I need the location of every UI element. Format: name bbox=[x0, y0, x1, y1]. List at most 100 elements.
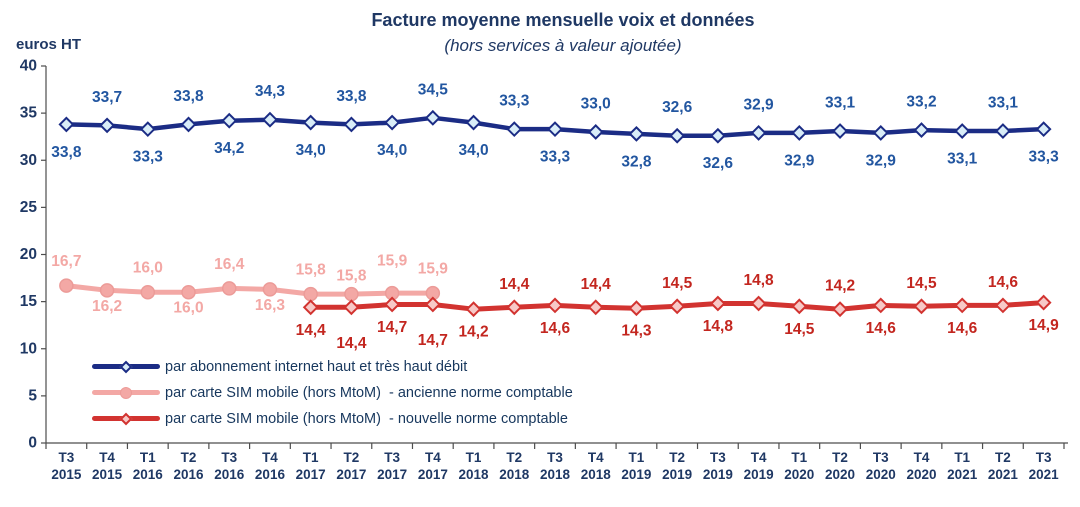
marker-internet-fixe bbox=[221, 112, 238, 129]
data-label-sim-ancienne-norme: 15,9 bbox=[418, 261, 449, 278]
x-tick-label-year: 2015 bbox=[51, 467, 82, 482]
data-label-sim-nouvelle-norme: 14,5 bbox=[784, 321, 815, 338]
marker-sim-ancienne-norme bbox=[181, 284, 196, 300]
marker-internet-fixe bbox=[628, 125, 645, 142]
marker-sim-nouvelle-norme bbox=[628, 300, 645, 317]
diamond-marker-icon bbox=[119, 360, 133, 373]
data-label-internet-fixe: 33,2 bbox=[906, 94, 936, 111]
x-tick-label-year: 2016 bbox=[214, 467, 245, 482]
x-tick-label-quarter: T2 bbox=[181, 450, 197, 465]
data-label-sim-ancienne-norme: 16,2 bbox=[92, 298, 122, 315]
data-label-internet-fixe: 32,9 bbox=[784, 152, 815, 169]
x-tick-label-quarter: T3 bbox=[873, 450, 889, 465]
marker-sim-nouvelle-norme bbox=[791, 298, 808, 315]
data-label-internet-fixe: 33,1 bbox=[988, 95, 1019, 112]
legend-item-sim-ancienne-norme: par carte SIM mobile (hors MtoM) - ancie… bbox=[92, 382, 573, 403]
data-label-sim-nouvelle-norme: 14,7 bbox=[377, 319, 407, 336]
marker-sim-nouvelle-norme bbox=[872, 297, 889, 314]
x-tick-label-quarter: T3 bbox=[221, 450, 237, 465]
marker-internet-fixe bbox=[1035, 121, 1052, 138]
data-label-sim-nouvelle-norme: 14,6 bbox=[540, 320, 571, 337]
x-tick-label-quarter: T4 bbox=[425, 450, 441, 465]
data-label-sim-nouvelle-norme: 14,4 bbox=[296, 322, 327, 339]
marker-sim-nouvelle-norme bbox=[750, 295, 767, 312]
data-label-internet-fixe: 32,8 bbox=[621, 153, 652, 170]
x-tick-label-year: 2020 bbox=[784, 467, 814, 482]
data-label-internet-fixe: 34,5 bbox=[418, 81, 449, 98]
x-tick-label-quarter: T4 bbox=[751, 450, 767, 465]
data-label-sim-nouvelle-norme: 14,7 bbox=[418, 332, 448, 349]
y-tick-label: 0 bbox=[28, 435, 37, 452]
data-label-sim-nouvelle-norme: 14,2 bbox=[458, 324, 488, 341]
x-tick-label-year: 2016 bbox=[255, 467, 286, 482]
marker-sim-nouvelle-norme bbox=[384, 296, 401, 313]
x-tick-label-year: 2018 bbox=[459, 467, 490, 482]
x-tick-label-quarter: T2 bbox=[344, 450, 360, 465]
data-label-internet-fixe: 33,3 bbox=[133, 149, 164, 166]
data-label-internet-fixe: 33,3 bbox=[499, 93, 530, 110]
data-label-internet-fixe: 32,9 bbox=[744, 96, 775, 113]
x-tick-label-quarter: T3 bbox=[58, 450, 74, 465]
x-tick-label-quarter: T3 bbox=[384, 450, 400, 465]
data-label-sim-ancienne-norme: 15,8 bbox=[296, 262, 327, 279]
data-label-sim-nouvelle-norme: 14,4 bbox=[499, 276, 530, 293]
data-label-sim-nouvelle-norme: 14,6 bbox=[988, 274, 1019, 291]
marker-sim-nouvelle-norme bbox=[913, 298, 930, 315]
x-tick-label-year: 2020 bbox=[825, 467, 855, 482]
data-label-internet-fixe: 33,1 bbox=[825, 95, 856, 112]
data-label-internet-fixe: 33,7 bbox=[92, 89, 122, 106]
data-label-sim-ancienne-norme: 16,7 bbox=[51, 253, 81, 270]
data-label-sim-ancienne-norme: 16,0 bbox=[133, 260, 163, 277]
x-tick-label-year: 2016 bbox=[173, 467, 204, 482]
x-tick-label-year: 2018 bbox=[581, 467, 612, 482]
data-label-sim-ancienne-norme: 16,0 bbox=[173, 300, 203, 317]
data-label-sim-nouvelle-norme: 14,4 bbox=[581, 276, 612, 293]
legend-line-sample bbox=[92, 360, 160, 373]
data-label-internet-fixe: 33,8 bbox=[336, 88, 367, 105]
marker-internet-fixe bbox=[709, 127, 726, 144]
marker-internet-fixe bbox=[913, 122, 930, 139]
x-tick-label-year: 2017 bbox=[377, 467, 407, 482]
marker-internet-fixe bbox=[384, 114, 401, 131]
x-tick-label-year: 2018 bbox=[540, 467, 571, 482]
data-label-internet-fixe: 33,8 bbox=[173, 88, 204, 105]
marker-internet-fixe bbox=[506, 121, 523, 138]
x-tick-label-year: 2019 bbox=[621, 467, 651, 482]
data-label-internet-fixe: 32,9 bbox=[866, 152, 897, 169]
x-tick-label-quarter: T1 bbox=[791, 450, 807, 465]
x-tick-label-year: 2019 bbox=[662, 467, 692, 482]
data-label-sim-nouvelle-norme: 14,2 bbox=[825, 278, 855, 295]
x-tick-label-quarter: T2 bbox=[669, 450, 685, 465]
marker-internet-fixe bbox=[139, 121, 156, 138]
y-tick-label: 25 bbox=[20, 199, 38, 216]
legend-label: par carte SIM mobile (hors MtoM) - nouve… bbox=[165, 410, 568, 427]
y-tick-label: 35 bbox=[20, 105, 38, 122]
x-tick-label-year: 2016 bbox=[133, 467, 164, 482]
data-label-sim-ancienne-norme: 16,4 bbox=[214, 256, 245, 273]
marker-sim-ancienne-norme bbox=[303, 286, 318, 302]
y-tick-label: 10 bbox=[20, 340, 37, 357]
marker-sim-nouvelle-norme bbox=[506, 299, 523, 316]
marker-sim-nouvelle-norme bbox=[832, 301, 848, 318]
y-tick-label: 30 bbox=[20, 152, 37, 169]
marker-internet-fixe bbox=[302, 114, 319, 131]
marker-sim-ancienne-norme bbox=[140, 284, 156, 300]
x-tick-label-year: 2021 bbox=[988, 467, 1019, 482]
marker-sim-nouvelle-norme bbox=[547, 297, 563, 314]
x-tick-label-year: 2019 bbox=[703, 467, 733, 482]
x-tick-label-year: 2021 bbox=[947, 467, 978, 482]
marker-internet-fixe bbox=[872, 125, 889, 141]
line-series-sim-ancienne-norme bbox=[63, 283, 436, 297]
circle-marker-icon bbox=[120, 386, 132, 399]
data-label-internet-fixe: 34,0 bbox=[377, 142, 407, 159]
x-tick-label-quarter: T4 bbox=[262, 450, 278, 465]
marker-internet-fixe bbox=[832, 123, 848, 139]
data-label-sim-nouvelle-norme: 14,4 bbox=[336, 335, 367, 352]
x-tick-label-year: 2015 bbox=[92, 467, 123, 482]
legend-line-sample bbox=[92, 386, 160, 399]
x-tick-label-quarter: T3 bbox=[547, 450, 563, 465]
data-label-sim-ancienne-norme: 15,8 bbox=[336, 268, 367, 285]
data-label-sim-ancienne-norme: 15,9 bbox=[377, 253, 408, 270]
data-label-internet-fixe: 34,0 bbox=[296, 142, 326, 159]
y-axis-unit-label: euros HT bbox=[16, 36, 82, 53]
